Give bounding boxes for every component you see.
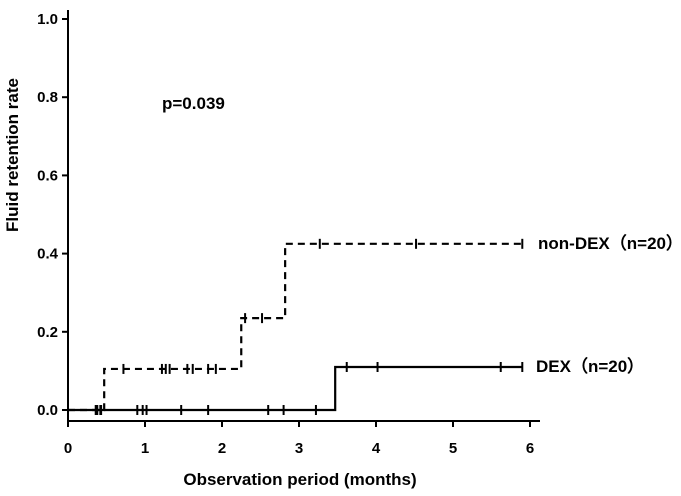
x-tick-label: 3 [295,440,303,457]
y-axis-title: Fluid retention rate [3,78,22,232]
y-tick-label: 0.4 [37,246,59,263]
x-tick-label: 1 [141,440,149,457]
y-tick-label: 0.2 [37,324,58,341]
x-axis-title: Observation period (months) [183,470,416,489]
series-non-dex [68,238,524,415]
series-label-dex: DEX（n=20） [536,356,644,376]
y-tick-label: 1.0 [37,11,58,28]
y-ticks: 0.0 0.2 0.4 0.6 0.8 1.0 [37,11,68,419]
x-tick-label: 2 [218,440,226,457]
series-layer [68,238,524,415]
series-line-dex [68,365,523,412]
x-tick-label: 4 [372,440,381,457]
y-tick-label: 0.6 [37,167,58,184]
series-dex [68,361,524,415]
x-tick-label: 5 [449,440,457,457]
x-tick-label: 0 [64,440,72,457]
series-line-non-dex [68,242,523,412]
y-tick-label: 0.8 [37,89,58,106]
y-tick-label: 0.0 [37,402,58,419]
x-tick-label: 6 [526,440,534,457]
axes [67,10,540,422]
x-ticks: 0 1 2 3 4 5 6 [64,421,534,457]
p-value-annotation: p=0.039 [162,94,225,113]
series-label-non-dex: non-DEX（n=20） [538,233,681,253]
